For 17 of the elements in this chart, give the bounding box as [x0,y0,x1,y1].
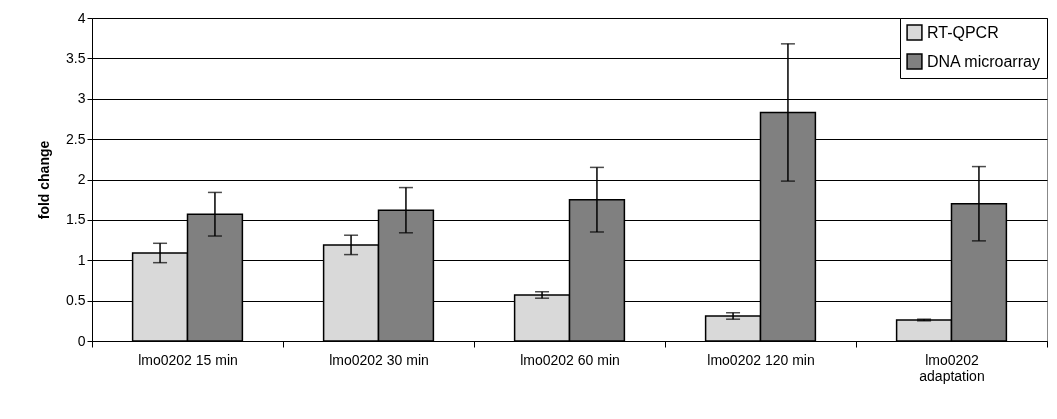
y-tick-label: 2.5 [66,130,86,147]
legend-label: RT-QPCR [927,23,999,41]
y-tick-label: 0 [77,332,86,349]
x-tick-label: lmo0202 15 min [138,351,238,368]
y-tick-label: 1 [77,251,86,268]
y-tick-label: 1.5 [66,211,86,228]
x-tick-label: lmo0202 120 min [707,351,815,368]
x-tick-label: lmo0202 60 min [520,351,620,368]
x-tick-label: lmo0202 30 min [329,351,429,368]
y-tick-label: 4 [77,9,86,26]
legend-label: DNA microarray [927,52,1040,70]
x-tick-label: lmo0202 adaptation [919,351,985,384]
y-tick-label: 3.5 [66,49,86,66]
y-tick-label: 0.5 [66,292,86,309]
y-tick-label: 2 [77,171,86,187]
y-tick-label: 3 [77,90,86,107]
y-axis-title: fold change [36,140,53,220]
